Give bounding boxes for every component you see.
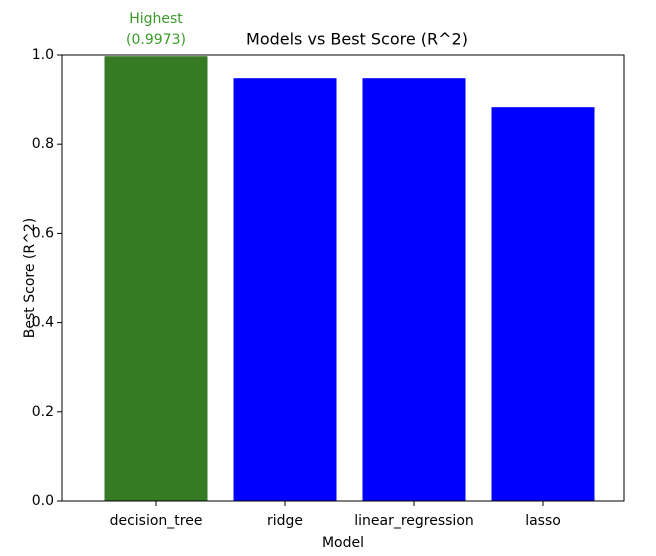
y-axis-label: Best Score (R^2) [22, 218, 38, 338]
y-tick-label: 0.0 [32, 493, 54, 509]
bar [233, 78, 337, 501]
bar [491, 107, 595, 501]
y-tick-label: 0.2 [32, 404, 54, 420]
x-tick-label: linear_regression [354, 513, 474, 529]
annotation: (0.9973) [126, 32, 186, 48]
bar [104, 56, 208, 502]
bar [362, 78, 466, 501]
y-tick-label: 0.4 [32, 315, 54, 331]
x-tick-label: lasso [525, 513, 561, 529]
x-tick-label: ridge [267, 513, 303, 529]
annotation: Highest [129, 11, 183, 27]
x-tick-label: decision_tree [110, 513, 203, 529]
plot-frame [61, 54, 625, 502]
y-tick-label: 0.8 [32, 136, 54, 152]
chart-title: Models vs Best Score (R^2) [246, 30, 468, 49]
y-tick-label: 1.0 [32, 47, 54, 63]
x-axis-label: Model [322, 535, 364, 551]
y-tick-label: 0.6 [32, 225, 54, 241]
